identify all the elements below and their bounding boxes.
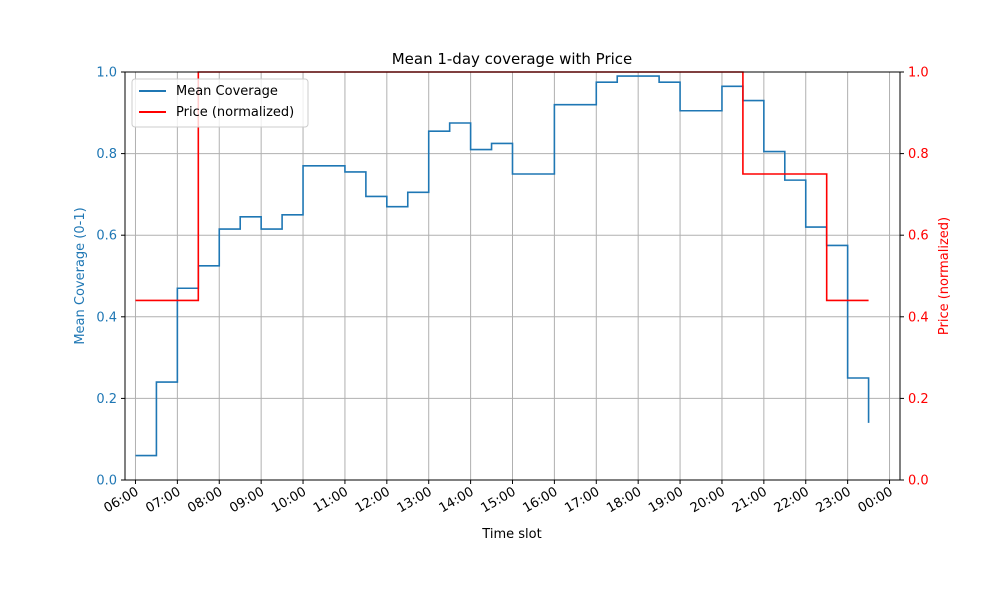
x-tick-label: 11:00 bbox=[311, 484, 351, 516]
y-tick-label: 0.4 bbox=[96, 310, 117, 325]
x-tick-label: 18:00 bbox=[604, 484, 644, 516]
legend: Mean Coverage Price (normalized) bbox=[131, 78, 309, 128]
x-tick-label: 19:00 bbox=[646, 484, 686, 516]
x-tick-label: 10:00 bbox=[269, 484, 309, 516]
x-tick-label: 16:00 bbox=[520, 484, 560, 516]
y2-tick-label: 0.0 bbox=[908, 474, 929, 489]
x-tick-label: 09:00 bbox=[227, 484, 267, 516]
y-tick-label: 0.8 bbox=[96, 147, 117, 162]
x-tick-label: 00:00 bbox=[856, 484, 896, 516]
legend-label-price: Price (normalized) bbox=[176, 105, 294, 120]
x-tick-label: 17:00 bbox=[562, 484, 602, 516]
x-tick-label: 23:00 bbox=[814, 484, 854, 516]
chart-title: Mean 1-day coverage with Price bbox=[392, 50, 633, 68]
coverage-series-line bbox=[135, 75, 870, 457]
x-tick-label: 08:00 bbox=[185, 484, 225, 516]
x-axis-label: Time slot bbox=[481, 527, 541, 542]
x-tick-label: 22:00 bbox=[772, 484, 812, 516]
x-tick-label: 14:00 bbox=[437, 484, 477, 516]
legend-frame bbox=[131, 78, 309, 128]
x-tick-label: 21:00 bbox=[730, 484, 770, 516]
y2-tick-label: 0.4 bbox=[908, 310, 929, 325]
legend-label-coverage: Mean Coverage bbox=[176, 84, 278, 99]
x-tick-label: 12:00 bbox=[353, 484, 393, 516]
y2-tick-label: 1.0 bbox=[908, 66, 929, 81]
y-axis-label: Mean Coverage (0-1) bbox=[73, 207, 88, 344]
y2-tick-label: 0.6 bbox=[908, 229, 929, 244]
x-tick-label: 20:00 bbox=[688, 484, 728, 516]
y2-tick-label: 0.8 bbox=[908, 147, 929, 162]
x-tick-label: 07:00 bbox=[143, 484, 183, 516]
y-tick-label: 0.2 bbox=[96, 392, 117, 407]
y-tick-label: 0.6 bbox=[96, 229, 117, 244]
y-tick-label: 1.0 bbox=[96, 66, 117, 81]
grid bbox=[125, 71, 900, 481]
x-tick-label: 15:00 bbox=[479, 484, 519, 516]
x-tick-label: 06:00 bbox=[102, 484, 142, 516]
y2-tick-label: 0.2 bbox=[908, 392, 929, 407]
y-tick-label: 0.0 bbox=[96, 474, 117, 489]
y2-axis-label: Price (normalized) bbox=[937, 217, 952, 335]
x-tick-label: 13:00 bbox=[395, 484, 435, 516]
